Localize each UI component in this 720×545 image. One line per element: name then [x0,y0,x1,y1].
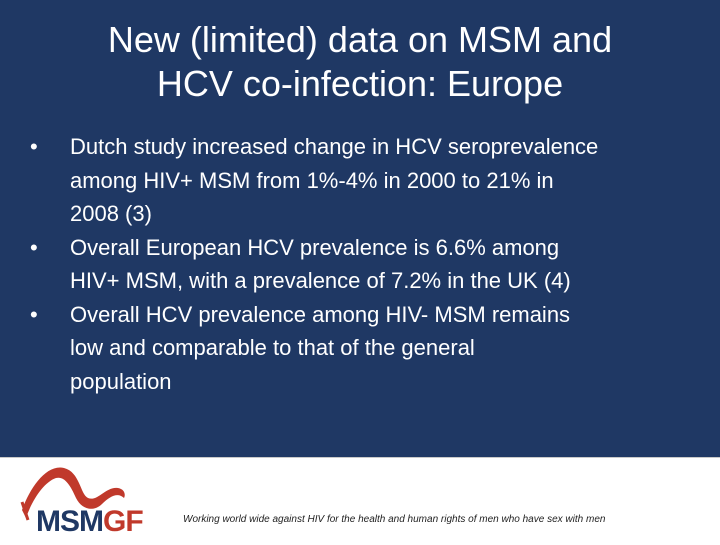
bullet-line: HIV+ MSM, with a prevalence of 7.2% in t… [70,268,571,293]
logo-wordmark: MSMGF [36,505,144,539]
logo-text-msm: MSM [36,505,104,538]
bullet-item: • Dutch study increased change in HCV se… [30,130,700,231]
title-line-2: HCV co-infection: Europe [156,63,564,104]
bullet-item: • Overall HCV prevalence among HIV- MSM … [30,298,700,399]
bullet-marker: • [30,301,38,327]
footer: MSMGF Working world wide against HIV for… [0,458,720,540]
bullet-item: • Overall European HCV prevalence is 6.6… [30,231,700,298]
bullet-line: Overall European HCV prevalence is 6.6% … [70,234,560,260]
title-line-1: New (limited) data on MSM and [107,19,613,60]
bullet-line: 2008 (3) [70,201,152,226]
logo-swoosh-icon [20,467,125,521]
logo-text-gf: GF [103,505,144,538]
bullet-marker: • [30,234,38,260]
bullet-line: among HIV+ MSM from 1%-4% in 2000 to 21%… [70,167,554,193]
footer-divider [0,457,720,458]
bullet-line: population [70,368,172,394]
slide-title: New (limited) data on MSM and HCV co-inf… [20,18,700,106]
content-panel: New (limited) data on MSM and HCV co-inf… [0,0,720,457]
bullet-line: Dutch study increased change in HCV sero… [70,134,599,159]
footer-tagline: Working world wide against HIV for the h… [183,514,606,525]
bullet-marker: • [30,134,38,159]
bullet-list: • Dutch study increased change in HCV se… [30,130,700,398]
msmgf-logo: MSMGF [14,458,154,540]
bullet-line: low and comparable to that of the genera… [70,335,475,360]
bullet-line: Overall HCV prevalence among HIV- MSM re… [70,301,571,327]
